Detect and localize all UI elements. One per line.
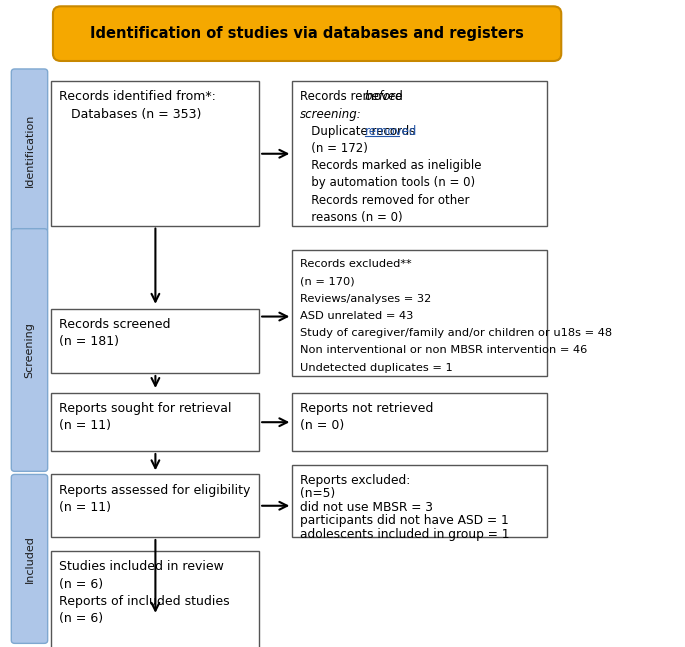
Text: (n=5): (n=5) [300,487,336,500]
Text: Non interventional or non MBSR intervention = 46: Non interventional or non MBSR intervent… [300,345,588,355]
Text: Records marked as ineligible: Records marked as ineligible [300,159,482,172]
FancyBboxPatch shape [51,551,259,647]
FancyBboxPatch shape [51,393,259,451]
FancyBboxPatch shape [51,474,259,537]
Text: Records removed for other: Records removed for other [300,193,470,206]
Text: Studies included in review: Studies included in review [59,560,224,573]
Text: Records removed: Records removed [300,91,407,104]
FancyBboxPatch shape [292,250,547,376]
FancyBboxPatch shape [12,228,48,472]
Text: (n = 6): (n = 6) [59,578,103,591]
Text: did not use MBSR = 3: did not use MBSR = 3 [300,501,433,514]
Text: Identification of studies via databases and registers: Identification of studies via databases … [90,26,524,41]
Text: Duplicate records: Duplicate records [300,125,419,138]
Text: Reports excluded:: Reports excluded: [300,474,410,487]
Text: Databases (n = 353): Databases (n = 353) [59,107,201,121]
Text: Undetected duplicates = 1: Undetected duplicates = 1 [300,362,453,373]
Text: Records identified from*:: Records identified from*: [59,91,216,104]
FancyBboxPatch shape [51,82,259,226]
Text: Reports assessed for eligibility: Reports assessed for eligibility [59,484,250,497]
Text: (n = 11): (n = 11) [59,501,111,514]
FancyBboxPatch shape [53,6,561,61]
Text: Records screened: Records screened [59,318,171,331]
Text: Reports not retrieved: Reports not retrieved [300,402,434,415]
Text: removed: removed [365,125,417,138]
Text: adolescents included in group = 1: adolescents included in group = 1 [300,528,510,541]
Text: (n = 181): (n = 181) [59,335,119,348]
FancyBboxPatch shape [12,69,48,232]
Text: Reports of included studies: Reports of included studies [59,595,229,608]
Text: Records excluded**: Records excluded** [300,259,412,269]
Text: Identification: Identification [25,114,34,188]
Text: (n = 0): (n = 0) [300,419,345,432]
Text: ASD unrelated = 43: ASD unrelated = 43 [300,311,414,321]
Text: (n = 170): (n = 170) [300,277,355,287]
Text: (n = 6): (n = 6) [59,612,103,625]
Text: by automation tools (n = 0): by automation tools (n = 0) [300,177,475,190]
Text: screening:: screening: [300,107,362,121]
FancyBboxPatch shape [51,309,259,373]
FancyBboxPatch shape [12,474,48,643]
Text: Reports sought for retrieval: Reports sought for retrieval [59,402,232,415]
Text: Screening: Screening [25,322,34,378]
Text: Study of caregiver/family and/or children or u18s = 48: Study of caregiver/family and/or childre… [300,328,612,338]
FancyBboxPatch shape [292,82,547,226]
Text: participants did not have ASD = 1: participants did not have ASD = 1 [300,514,509,527]
Text: (n = 11): (n = 11) [59,419,111,432]
Text: before: before [364,91,403,104]
FancyBboxPatch shape [292,393,547,451]
Text: reasons (n = 0): reasons (n = 0) [300,211,403,224]
Text: Included: Included [25,535,34,583]
FancyBboxPatch shape [292,465,547,537]
Text: Reviews/analyses = 32: Reviews/analyses = 32 [300,294,432,304]
Text: (n = 172): (n = 172) [300,142,368,155]
